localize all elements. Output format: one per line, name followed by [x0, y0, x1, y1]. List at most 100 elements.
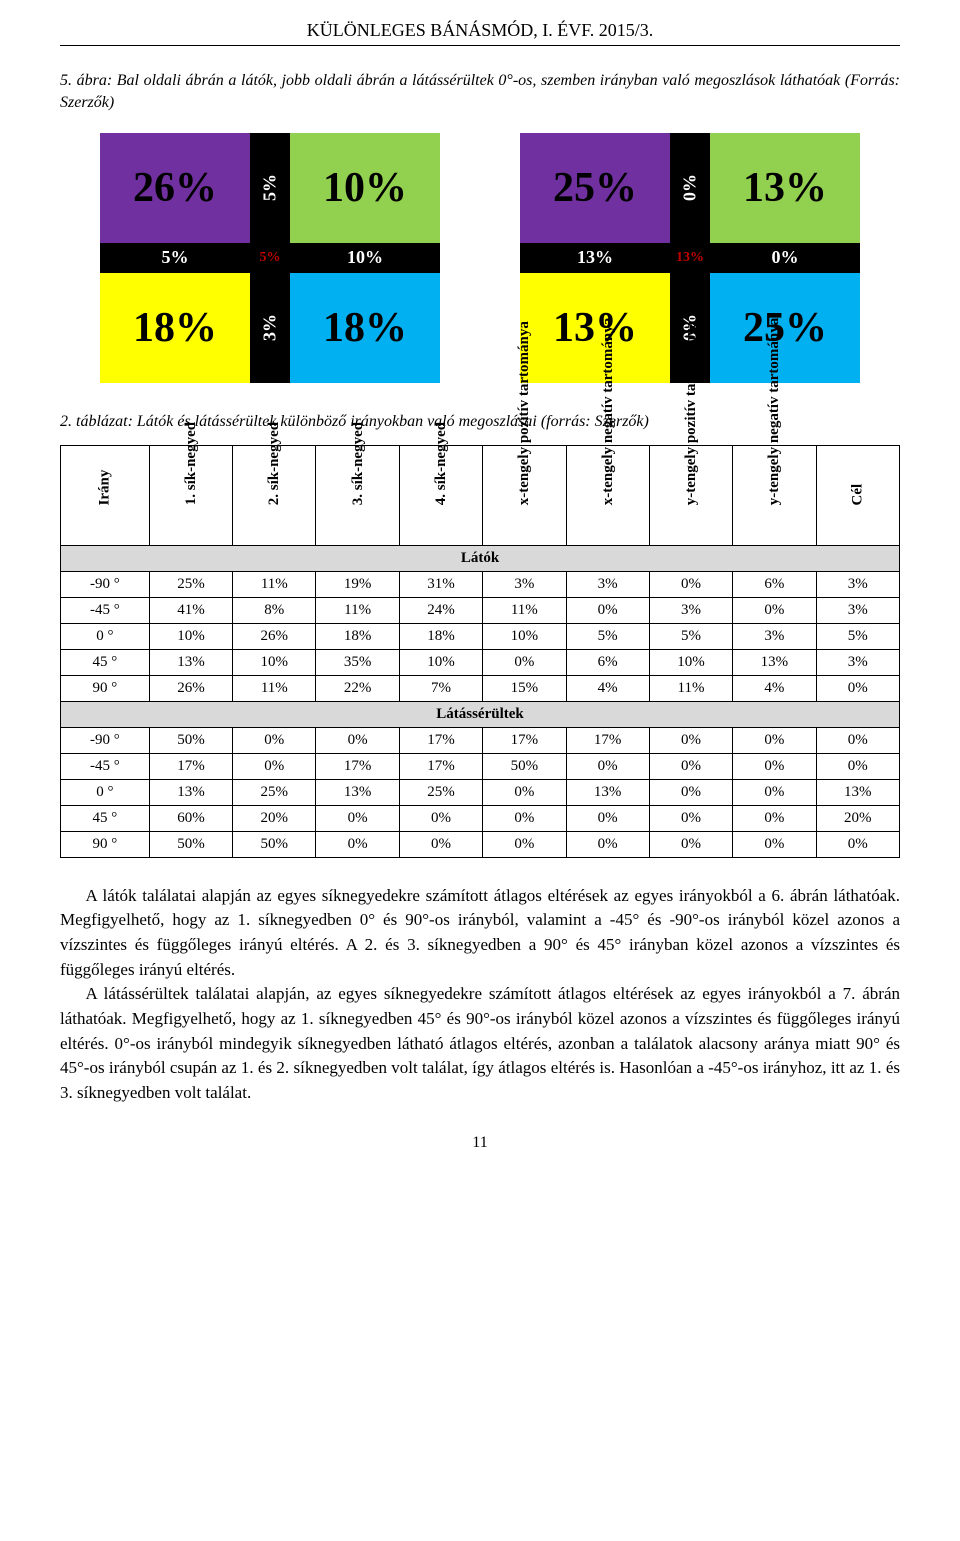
chart-right-br: 25% [710, 273, 860, 383]
table-cell: 17% [316, 753, 399, 779]
table-cell: 13% [149, 779, 232, 805]
table-cell: 10% [483, 623, 566, 649]
col-xneg: x-tengely negatív tartománya [566, 445, 649, 545]
col-sik3: 3. sík-negyed [316, 445, 399, 545]
table-cell: 24% [399, 597, 482, 623]
table-cell: 0% [733, 779, 816, 805]
table-cell: 13% [816, 779, 899, 805]
table-row: 90 °26%11%22%7%15%4%11%4%0% [61, 675, 900, 701]
distribution-table: Irány 1. sík-negyed 2. sík-negyed 3. sík… [60, 445, 900, 858]
table-cell: 11% [316, 597, 399, 623]
chart-right-tc: 0% [670, 133, 710, 243]
table-section-label: Látássérültek [61, 701, 900, 727]
table-cell: 0% [566, 805, 649, 831]
table-cell: 25% [149, 571, 232, 597]
paragraph-2: A látássérültek találatai alapján, az eg… [60, 982, 900, 1105]
table-cell: 60% [149, 805, 232, 831]
chart-left-ml: 5% [100, 243, 250, 273]
chart-right-ml: 13% [520, 243, 670, 273]
table-cell: 0% [316, 831, 399, 857]
table-cell: -90 ° [61, 571, 150, 597]
body-text: A látók találatai alapján az egyes síkne… [60, 884, 900, 1106]
table-cell: 31% [399, 571, 482, 597]
table-cell: 17% [399, 727, 482, 753]
table-cell: 10% [233, 649, 316, 675]
table-row: 0 °10%26%18%18%10%5%5%3%5% [61, 623, 900, 649]
table-cell: 18% [316, 623, 399, 649]
table-cell: 0% [649, 753, 732, 779]
col-yneg: y-tengely negatív tartománya [733, 445, 816, 545]
table-cell: 50% [233, 831, 316, 857]
table-cell: 13% [316, 779, 399, 805]
table-cell: 0% [816, 727, 899, 753]
chart-left-br: 18% [290, 273, 440, 383]
paragraph-1: A látók találatai alapján az egyes síkne… [60, 884, 900, 983]
table-row: -45 °41%8%11%24%11%0%3%0%3% [61, 597, 900, 623]
table-cell: 0% [733, 831, 816, 857]
table-cell: 17% [483, 727, 566, 753]
table-cell: 0% [566, 753, 649, 779]
table-cell: 0% [649, 727, 732, 753]
chart-left-tc: 5% [250, 133, 290, 243]
table-cell: 11% [649, 675, 732, 701]
table-cell: 0% [649, 779, 732, 805]
table-cell: 0% [733, 727, 816, 753]
table-cell: 13% [733, 649, 816, 675]
table-cell: 0% [649, 571, 732, 597]
table-cell: 26% [233, 623, 316, 649]
table-cell: 4% [733, 675, 816, 701]
table-row: 45 °60%20%0%0%0%0%0%0%20% [61, 805, 900, 831]
table-cell: 50% [149, 831, 232, 857]
table-cell: 3% [816, 571, 899, 597]
chart-left-mr: 10% [290, 243, 440, 273]
chart-right-mc: 13% [670, 243, 710, 273]
table-cell: 19% [316, 571, 399, 597]
table-cell: 0% [483, 831, 566, 857]
table-cell: -45 ° [61, 753, 150, 779]
col-sik1: 1. sík-negyed [149, 445, 232, 545]
col-sik2: 2. sík-negyed [233, 445, 316, 545]
table-cell: 20% [816, 805, 899, 831]
table-cell: 10% [649, 649, 732, 675]
table-cell: 0% [316, 727, 399, 753]
table-cell: 26% [149, 675, 232, 701]
table-cell: 15% [483, 675, 566, 701]
table-cell: 3% [816, 597, 899, 623]
table-cell: 35% [316, 649, 399, 675]
chart-left-bc: 3% [250, 273, 290, 383]
table-cell: 0% [733, 753, 816, 779]
table-cell: 0% [399, 805, 482, 831]
table-cell: 25% [233, 779, 316, 805]
figure-5-caption: 5. ábra: Bal oldali ábrán a látók, jobb … [60, 70, 900, 115]
table-row: -90 °50%0%0%17%17%17%0%0%0% [61, 727, 900, 753]
table-cell: 5% [566, 623, 649, 649]
chart-right-tr: 13% [710, 133, 860, 243]
chart-right-tl: 25% [520, 133, 670, 243]
table-cell: 22% [316, 675, 399, 701]
table-cell: 6% [733, 571, 816, 597]
table-cell: 0% [399, 831, 482, 857]
table-cell: 0% [566, 597, 649, 623]
table-cell: 0% [233, 753, 316, 779]
table-cell: 0% [483, 649, 566, 675]
table-cell: 0% [233, 727, 316, 753]
table-cell: 5% [649, 623, 732, 649]
table-cell: 0% [566, 831, 649, 857]
table-header-row: Irány 1. sík-negyed 2. sík-negyed 3. sík… [61, 445, 900, 545]
table-cell: 0% [316, 805, 399, 831]
table-section-label: Látók [61, 545, 900, 571]
table-cell: 11% [233, 675, 316, 701]
table-row: 90 °50%50%0%0%0%0%0%0%0% [61, 831, 900, 857]
table-cell: 0 ° [61, 779, 150, 805]
table-cell: 0% [816, 675, 899, 701]
table-section-row: Látássérültek [61, 701, 900, 727]
chart-left: 26% 5% 10% 5% 5% 10% 18% 3% 18% [100, 133, 440, 383]
table-cell: 3% [483, 571, 566, 597]
table-cell: 50% [149, 727, 232, 753]
col-irany: Irány [61, 445, 150, 545]
table-cell: 50% [483, 753, 566, 779]
col-cel: Cél [816, 445, 899, 545]
table-cell: 25% [399, 779, 482, 805]
table-row: -45 °17%0%17%17%50%0%0%0%0% [61, 753, 900, 779]
table-cell: 6% [566, 649, 649, 675]
